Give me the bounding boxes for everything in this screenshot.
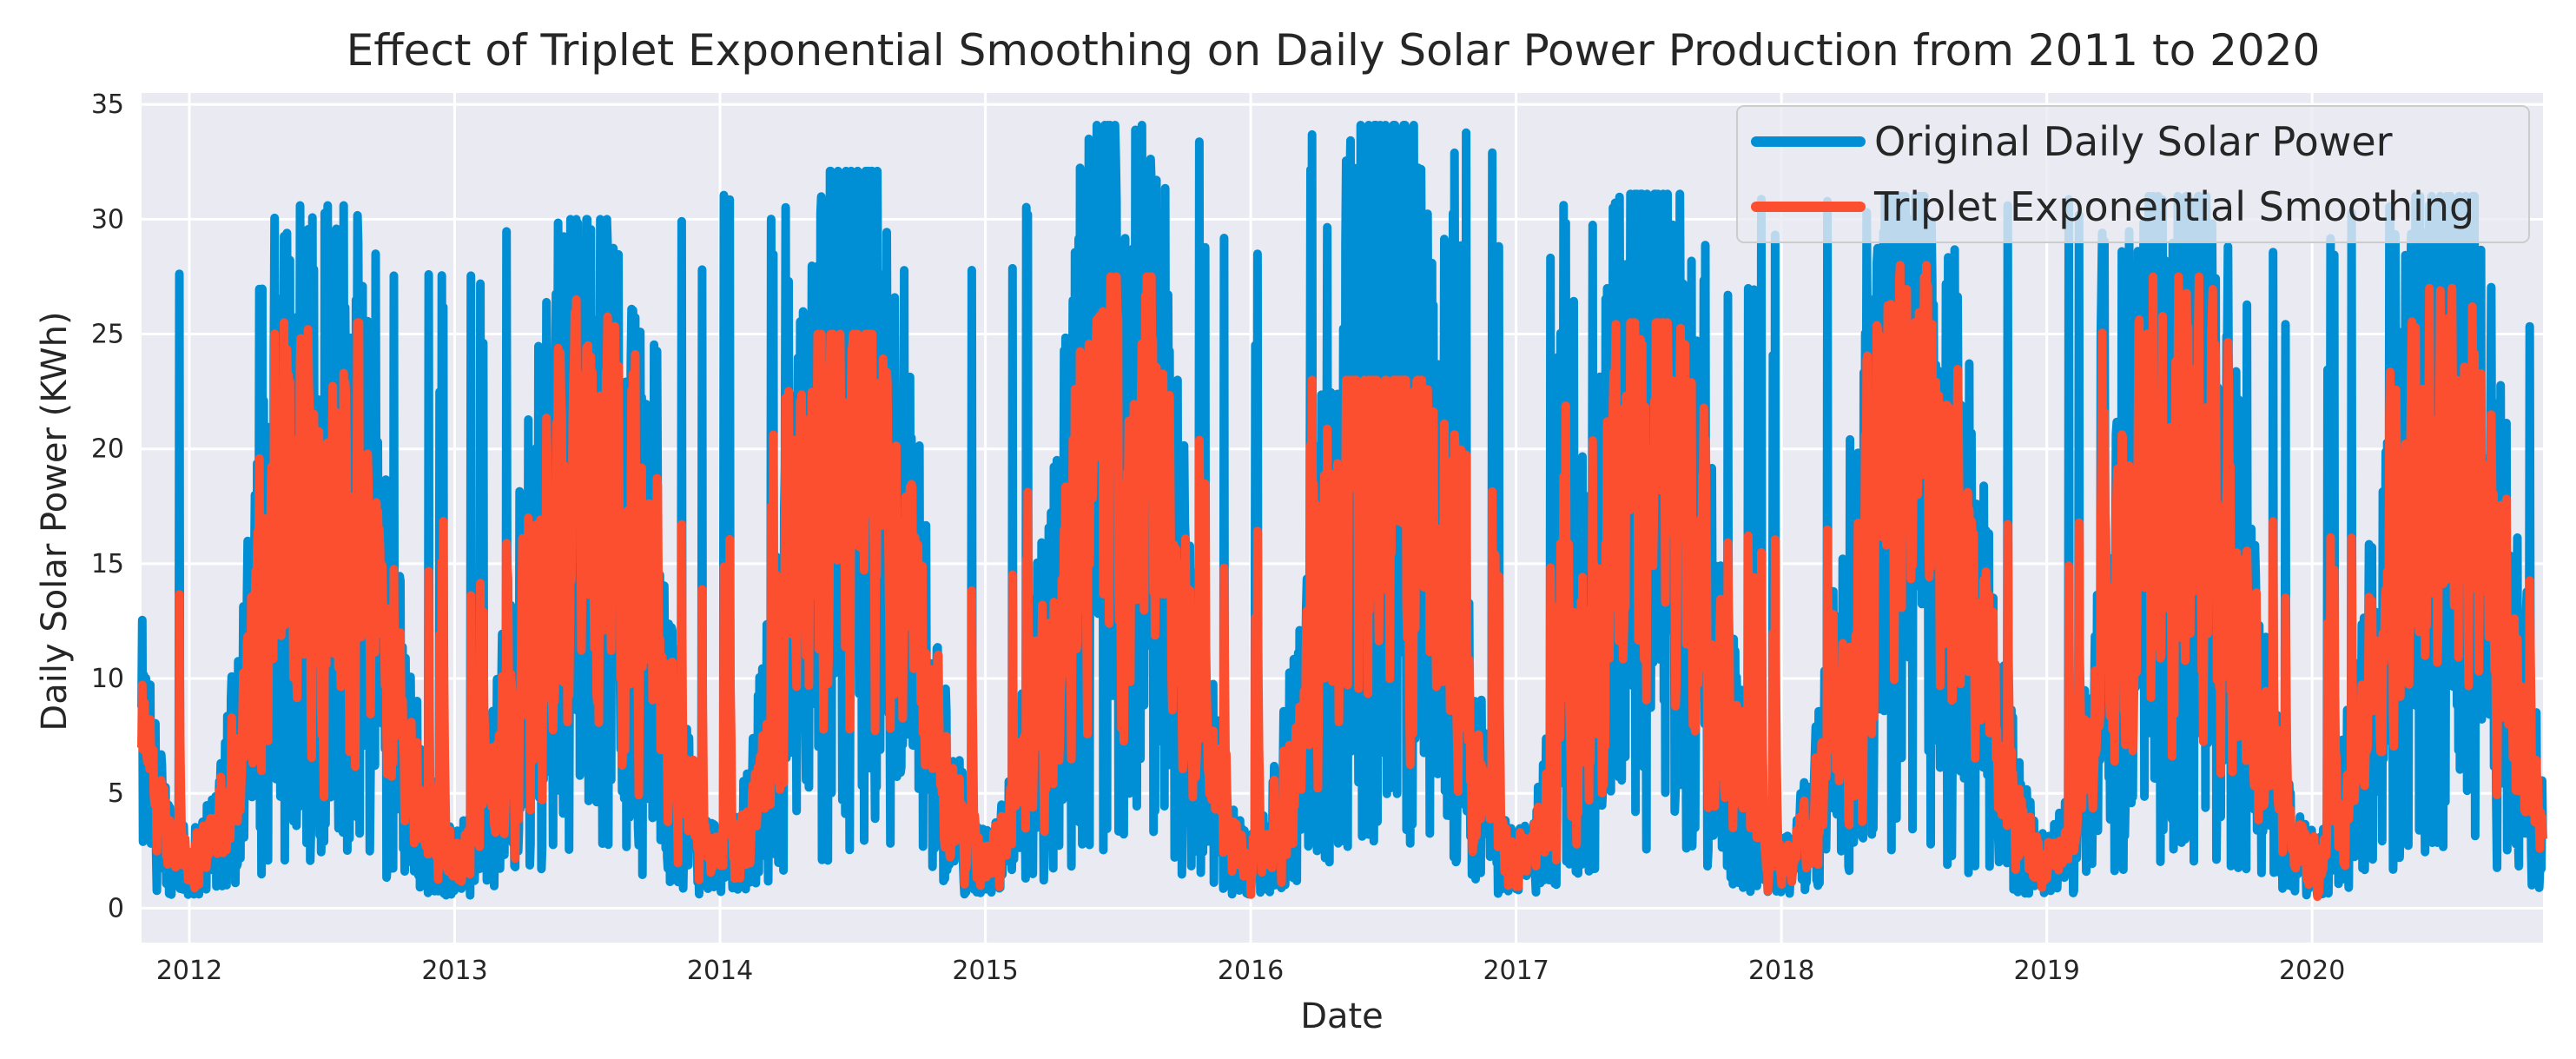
x-tick-label: 2018 — [1748, 956, 1814, 986]
y-tick-label: 5 — [108, 778, 124, 809]
x-tick-label: 2017 — [1483, 956, 1549, 986]
y-tick-label: 30 — [91, 204, 124, 235]
x-tick-label: 2020 — [2279, 956, 2345, 986]
y-tick-label: 35 — [91, 89, 124, 120]
legend: Original Daily Solar Power Triplet Expon… — [1736, 105, 2530, 243]
chart-title: Effect of Triplet Exponential Smoothing … — [347, 25, 2321, 76]
x-axis-label: Date — [1300, 996, 1384, 1036]
x-axis-ticks: 2012 2013 2014 2015 2016 2017 2018 2019 2020 — [156, 956, 2346, 986]
legend-frame — [1736, 105, 2530, 243]
y-axis-label: Daily Solar Power (KWh) — [35, 311, 75, 731]
y-axis-ticks: 0 5 10 15 20 25 30 35 — [91, 89, 124, 923]
series-smoothing-line — [137, 261, 2547, 902]
x-tick-label: 2014 — [687, 956, 753, 986]
y-tick-label: 15 — [91, 549, 124, 579]
legend-label-original: Original Daily Solar Power — [1874, 118, 2393, 165]
y-tick-label: 10 — [91, 664, 124, 694]
y-tick-label: 25 — [91, 320, 124, 350]
y-tick-label: 20 — [91, 434, 124, 465]
x-tick-label: 2012 — [156, 956, 222, 986]
x-tick-label: 2019 — [2013, 956, 2079, 986]
series-lines — [137, 121, 2547, 902]
y-tick-label: 0 — [108, 893, 124, 923]
legend-label-smoothing: Triplet Exponential Smoothing — [1873, 183, 2474, 230]
x-tick-label: 2016 — [1218, 956, 1284, 986]
x-tick-label: 2015 — [952, 956, 1018, 986]
x-tick-label: 2013 — [421, 956, 487, 986]
